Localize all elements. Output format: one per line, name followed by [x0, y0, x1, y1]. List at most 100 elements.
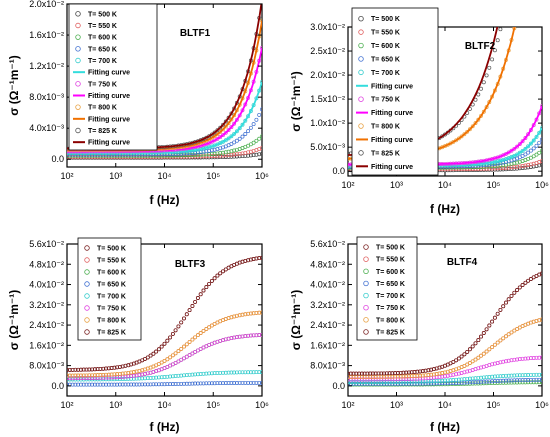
data-point	[504, 2, 507, 5]
data-point	[520, 378, 525, 383]
data-point	[251, 122, 256, 127]
data-point	[384, 379, 389, 384]
data-point	[348, 377, 350, 382]
data-point	[470, 359, 475, 364]
legend: T= 500 K T= 550 K T= 600 K T= 650 K T= 700 K…	[77, 237, 142, 341]
data-point	[115, 372, 120, 377]
data-point	[459, 134, 464, 139]
data-point	[190, 337, 195, 342]
data-point	[351, 381, 356, 386]
data-point	[437, 381, 442, 386]
data-point	[234, 370, 239, 375]
legend-entry: T= 600 K	[371, 43, 400, 50]
data-point	[218, 125, 223, 130]
data-point	[184, 342, 189, 347]
data-point	[234, 335, 239, 340]
data-point	[201, 371, 206, 376]
data-point	[201, 152, 206, 157]
data-point	[512, 380, 517, 385]
legend-entry: Fitting curve	[371, 137, 413, 144]
legend-marker-swatch	[358, 16, 364, 22]
legend-entry: Fitting curve	[371, 83, 413, 90]
data-point	[204, 154, 209, 159]
data-point	[395, 379, 400, 384]
data-point	[218, 271, 223, 276]
y-tick-label: 1.6x10⁻²	[29, 340, 64, 350]
data-point	[215, 371, 220, 375]
data-point	[148, 376, 153, 380]
data-point	[512, 357, 517, 362]
data-point	[246, 380, 251, 385]
y-tick-label: 2.4x10⁻²	[310, 320, 345, 330]
data-point	[112, 365, 117, 370]
data-point	[98, 373, 103, 377]
data-point	[412, 370, 417, 374]
y-tick-label: 1.5x10⁻²	[310, 94, 345, 104]
x-tick-label: 10⁶	[255, 171, 269, 181]
data-point	[76, 382, 81, 387]
data-point	[101, 366, 106, 371]
data-point	[184, 381, 189, 386]
data-point	[165, 357, 170, 362]
data-point	[195, 372, 200, 377]
data-point	[487, 347, 492, 352]
series-7	[67, 310, 262, 378]
y-tick-label: 1.2x10⁻²	[29, 61, 64, 71]
data-point	[123, 371, 128, 376]
data-point	[209, 278, 214, 283]
data-point	[173, 382, 178, 386]
data-point	[523, 378, 528, 382]
data-point	[207, 281, 212, 286]
data-point	[362, 371, 367, 376]
data-point	[354, 377, 359, 382]
data-point	[193, 381, 198, 386]
data-point	[512, 290, 517, 295]
data-point	[151, 351, 156, 356]
legend-marker-swatch	[75, 22, 81, 29]
data-point	[504, 162, 508, 167]
data-point	[387, 377, 392, 382]
x-tick-label: 10³	[390, 400, 403, 410]
data-point	[201, 288, 206, 293]
data-point	[207, 381, 212, 386]
data-point	[237, 151, 242, 156]
x-tick-label: 10⁴	[158, 400, 172, 410]
data-point	[528, 380, 533, 385]
data-point	[348, 380, 353, 384]
data-point	[404, 370, 409, 375]
data-point	[87, 373, 92, 378]
data-point	[348, 380, 350, 384]
data-point	[84, 373, 89, 378]
data-point	[212, 381, 217, 386]
data-point	[526, 278, 531, 283]
data-point	[234, 138, 239, 143]
data-point	[448, 378, 453, 383]
data-point	[260, 310, 262, 315]
data-point	[506, 378, 511, 383]
data-point	[404, 381, 409, 386]
data-point	[140, 376, 145, 381]
data-point	[221, 127, 225, 132]
data-point	[240, 380, 245, 385]
data-point	[437, 371, 442, 376]
data-point	[109, 372, 114, 377]
data-point	[387, 371, 392, 376]
data-point	[151, 375, 156, 380]
data-point	[465, 369, 470, 374]
y-tick-label: 5.6x10⁻²	[29, 239, 64, 249]
data-point	[198, 331, 203, 335]
data-point	[445, 373, 450, 378]
data-point	[407, 379, 411, 384]
data-point	[221, 269, 225, 274]
data-point	[201, 381, 206, 386]
data-point	[190, 150, 195, 155]
data-point	[243, 334, 248, 339]
data-point	[373, 371, 378, 376]
x-axis-label: f (Hz)	[430, 420, 460, 434]
data-point	[517, 285, 522, 290]
y-tick-label: 8.0x10⁻³	[310, 361, 345, 371]
data-point	[401, 374, 406, 379]
data-point	[117, 377, 122, 382]
data-point	[170, 331, 175, 336]
legend-marker-swatch	[75, 46, 81, 52]
